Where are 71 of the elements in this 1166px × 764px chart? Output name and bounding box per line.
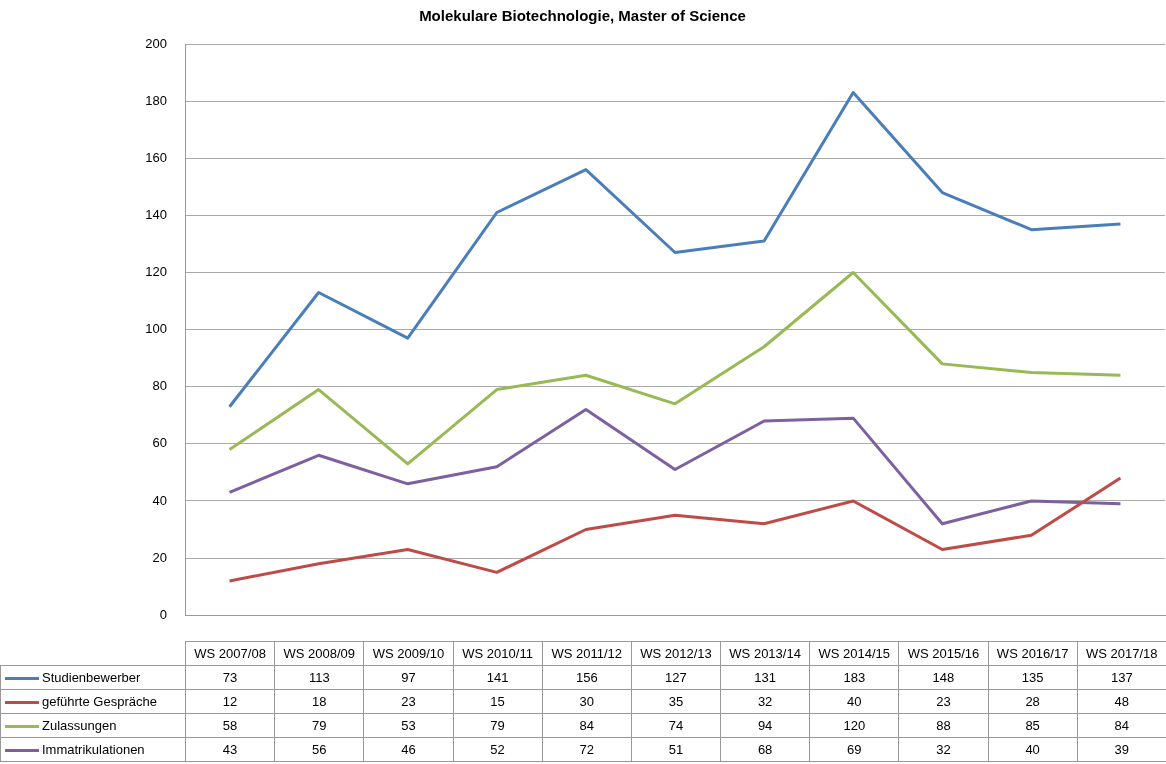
data-label: 32	[720, 689, 810, 714]
y-tick-label: 60	[152, 435, 167, 451]
data-label: 84	[542, 713, 632, 738]
x-tick-label: WS 2016/17	[988, 641, 1078, 666]
y-tick-label: 120	[145, 264, 167, 280]
x-tick-label: WS 2010/11	[453, 641, 543, 666]
data-label: 18	[274, 689, 364, 714]
x-tick-label: WS 2014/15	[809, 641, 899, 666]
legend-label: Studienbewerber	[0, 665, 186, 690]
data-label: 32	[898, 737, 989, 762]
data-label: 39	[1077, 737, 1166, 762]
data-label: 48	[1077, 689, 1166, 714]
data-label: 40	[988, 737, 1078, 762]
x-tick-label: WS 2011/12	[542, 641, 632, 666]
x-tick-label: WS 2008/09	[274, 641, 364, 666]
x-tick-label: WS 2012/13	[631, 641, 721, 666]
y-tick-label: 160	[145, 149, 167, 165]
data-label: 84	[1077, 713, 1166, 738]
data-label: 28	[988, 689, 1078, 714]
data-label: 127	[631, 665, 721, 690]
data-label: 85	[988, 713, 1078, 738]
legend-label: geführte Gespräche	[0, 689, 186, 714]
data-label: 120	[809, 713, 899, 738]
data-label: 156	[542, 665, 632, 690]
y-tick-label: 180	[145, 92, 167, 108]
data-label: 79	[274, 713, 364, 738]
data-label: 35	[631, 689, 721, 714]
data-label: 88	[898, 713, 989, 738]
data-label: 58	[185, 713, 275, 738]
data-label: 79	[453, 713, 543, 738]
data-label: 131	[720, 665, 810, 690]
y-tick-label: 140	[145, 206, 167, 222]
data-label: 94	[720, 713, 810, 738]
data-label: 12	[185, 689, 275, 714]
data-label: 148	[898, 665, 989, 690]
data-label: 51	[631, 737, 721, 762]
data-label: 97	[363, 665, 454, 690]
data-label: 23	[363, 689, 454, 714]
legend-label: Immatrikulationen	[0, 737, 186, 762]
x-tick-label: WS 2007/08	[185, 641, 275, 666]
data-label: 69	[809, 737, 899, 762]
data-label: 15	[453, 689, 543, 714]
data-label: 74	[631, 713, 721, 738]
chart-title: Molekulare Biotechnologie, Master of Science	[419, 7, 746, 25]
data-label: 183	[809, 665, 899, 690]
data-label: 113	[274, 665, 364, 690]
data-label: 23	[898, 689, 989, 714]
x-tick-label: WS 2013/14	[720, 641, 810, 666]
data-label: 72	[542, 737, 632, 762]
data-label: 53	[363, 713, 454, 738]
data-label: 43	[185, 737, 275, 762]
y-tick-label: 200	[145, 35, 167, 51]
data-label: 137	[1077, 665, 1166, 690]
y-tick-label: 20	[152, 549, 167, 565]
x-tick-label: WS 2015/16	[898, 641, 989, 666]
y-tick-label: 40	[152, 492, 167, 508]
data-label: 135	[988, 665, 1078, 690]
data-label: 52	[453, 737, 543, 762]
data-label: 46	[363, 737, 454, 762]
data-label: 56	[274, 737, 364, 762]
x-tick-label: WS 2009/10	[363, 641, 454, 666]
data-label: 68	[720, 737, 810, 762]
data-label: 30	[542, 689, 632, 714]
y-tick-label: 80	[152, 378, 167, 394]
x-tick-label: WS 2017/18	[1077, 641, 1166, 666]
data-label: 40	[809, 689, 899, 714]
data-label: 73	[185, 665, 275, 690]
data-label: 141	[453, 665, 543, 690]
legend-label: Zulassungen	[0, 713, 186, 738]
y-tick-label: 100	[145, 321, 167, 337]
y-tick-label: 0	[159, 606, 167, 622]
